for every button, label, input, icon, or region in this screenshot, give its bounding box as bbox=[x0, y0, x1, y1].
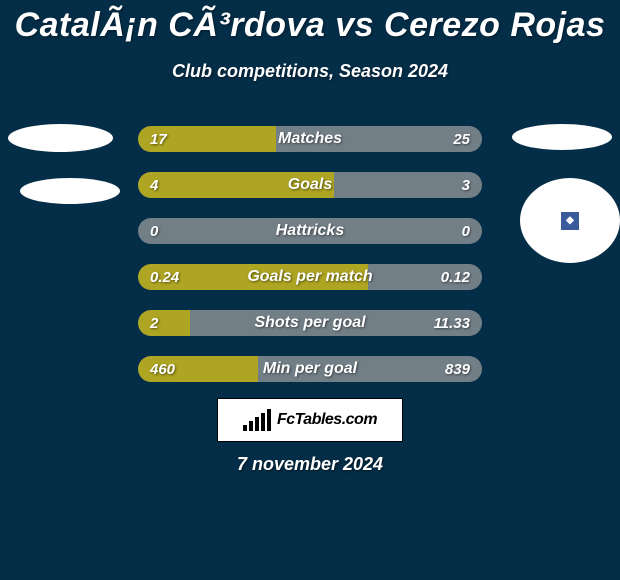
branding-badge: FcTables.com bbox=[217, 398, 403, 442]
stat-bar: 4Goals3 bbox=[138, 172, 482, 198]
stat-label: Goals per match bbox=[138, 264, 482, 290]
stat-label: Matches bbox=[138, 126, 482, 152]
image-icon: ◆ bbox=[561, 212, 579, 230]
branding-text: FcTables.com bbox=[277, 411, 377, 429]
player-right-headshot bbox=[512, 124, 612, 150]
stat-label: Shots per goal bbox=[138, 310, 482, 336]
subtitle: Club competitions, Season 2024 bbox=[0, 61, 620, 82]
player-left-club-logo bbox=[20, 178, 120, 204]
stat-right-value: 839 bbox=[445, 356, 470, 382]
stat-bar: 0Hattricks0 bbox=[138, 218, 482, 244]
player-right-club-logo: ◆ bbox=[520, 178, 620, 263]
stat-label: Hattricks bbox=[138, 218, 482, 244]
stat-right-value: 0 bbox=[462, 218, 470, 244]
stats-bars: 17Matches25 4Goals3 0Hattricks0 0.24Goals p… bbox=[138, 126, 482, 402]
stat-bar: 2Shots per goal11.33 bbox=[138, 310, 482, 336]
player-left-headshot bbox=[8, 124, 113, 152]
stat-label: Min per goal bbox=[138, 356, 482, 382]
stat-bar: 0.24Goals per match0.12 bbox=[138, 264, 482, 290]
stat-bar: 17Matches25 bbox=[138, 126, 482, 152]
stat-label: Goals bbox=[138, 172, 482, 198]
stat-right-value: 0.12 bbox=[441, 264, 470, 290]
bar-chart-icon bbox=[243, 409, 271, 431]
stat-right-value: 11.33 bbox=[434, 310, 470, 336]
stat-bar: 460Min per goal839 bbox=[138, 356, 482, 382]
stat-right-value: 3 bbox=[462, 172, 470, 198]
page-title: CatalÃ¡n CÃ³rdova vs Cerezo Rojas bbox=[0, 0, 620, 45]
stat-right-value: 25 bbox=[453, 126, 470, 152]
date-label: 7 november 2024 bbox=[0, 454, 620, 475]
